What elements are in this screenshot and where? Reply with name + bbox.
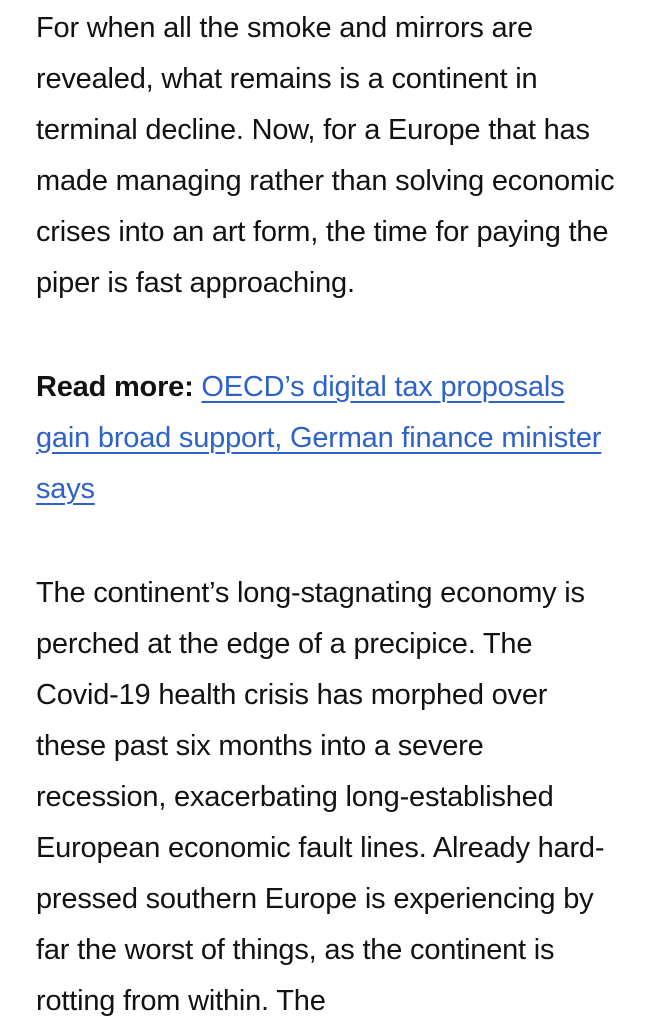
read-more-paragraph: Read more: OECD’s digital tax proposals …: [36, 362, 616, 515]
paragraph-intro: For when all the smoke and mirrors are r…: [36, 12, 615, 299]
paragraph-body: The continent’s long-stagnating economy …: [36, 577, 605, 1017]
read-more-link[interactable]: OECD’s digital tax proposals gain broad …: [36, 371, 602, 505]
read-more-label: Read more:: [36, 371, 194, 403]
